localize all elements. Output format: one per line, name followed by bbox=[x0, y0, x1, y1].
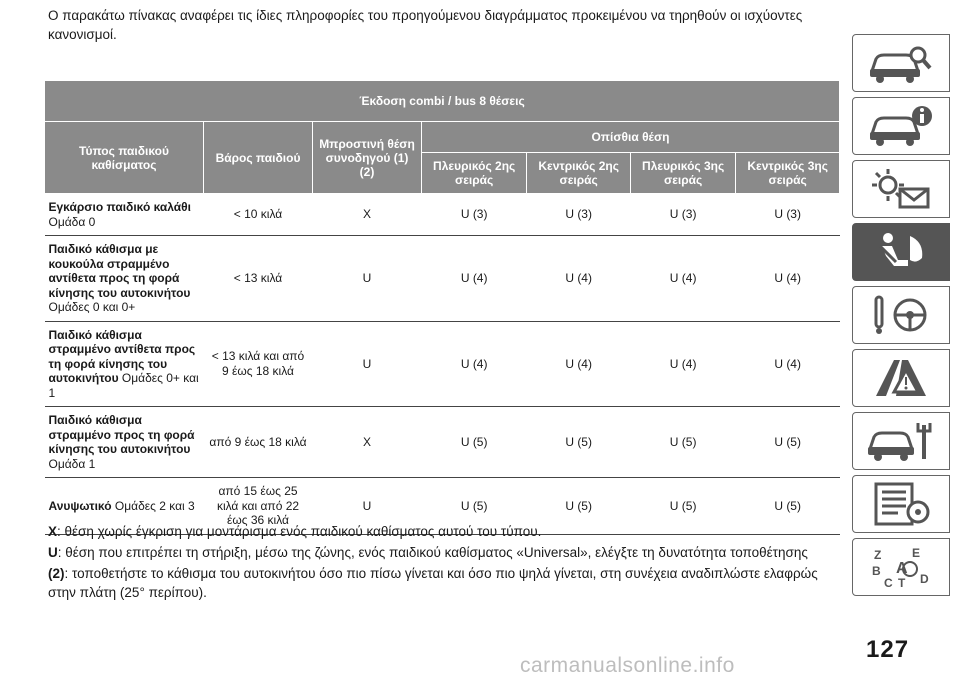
header-front-seat: Μπροστινή θέση συνοδηγού (1) (2) bbox=[312, 121, 422, 194]
specifications-icon bbox=[874, 482, 930, 526]
car-search-icon bbox=[869, 46, 932, 83]
row-rear-2: U (3) bbox=[526, 193, 631, 236]
row-rear-3: U (3) bbox=[630, 193, 736, 236]
table-row: Παιδικό κάθισμα στραμμένο αντίθετα προς … bbox=[44, 321, 840, 407]
row-rear-3: U (5) bbox=[630, 477, 736, 535]
alphabetical-index-icon: Z E B A C T D bbox=[872, 546, 929, 589]
seat-type-group: Ομάδες 0 και 0+ bbox=[48, 300, 136, 314]
row-weight: < 10 κιλά bbox=[203, 193, 313, 236]
index-letter: Z bbox=[874, 548, 881, 562]
row-rear-4: U (4) bbox=[735, 235, 840, 322]
table-row: Ανυψωτικό Ομάδες 2 και 3 από 15 έως 25 κ… bbox=[44, 477, 840, 535]
table-row: Παιδικό κάθισμα στραμμένο προς τη φορά κ… bbox=[44, 406, 840, 478]
header-child-weight: Βάρος παιδιού bbox=[203, 121, 313, 194]
footnote-text: : θέση χωρίς έγκριση για μοντάρισμα ενός… bbox=[57, 524, 542, 539]
seat-type-group: Ομάδα 1 bbox=[48, 456, 96, 471]
row-front: X bbox=[312, 193, 422, 236]
row-seat-type: Ανυψωτικό Ομάδες 2 και 3 bbox=[44, 477, 204, 535]
row-rear-1: U (4) bbox=[421, 321, 527, 407]
footnote-key: U bbox=[48, 545, 58, 560]
header-rear-seat: Οπίσθια θέση bbox=[421, 121, 840, 153]
index-letter: T bbox=[898, 576, 906, 589]
footnote-text: : τοποθετήστε το κάθισμα του αυτοκινήτου… bbox=[48, 566, 818, 600]
car-service-icon bbox=[867, 423, 932, 461]
row-rear-4: U (5) bbox=[735, 406, 840, 478]
row-front: X bbox=[312, 406, 422, 478]
header-seat-type: Τύπος παιδικού καθίσματος bbox=[44, 121, 204, 194]
header-rear-side-2nd-row: Πλευρικός 2ης σειράς bbox=[420, 152, 528, 194]
row-weight: < 13 κιλά και από 9 έως 18 κιλά bbox=[203, 321, 313, 407]
seat-type-name: Εγκάρσιο παιδικό καλάθι bbox=[48, 200, 192, 214]
row-rear-3: U (4) bbox=[630, 321, 736, 407]
index-letter: B bbox=[872, 564, 881, 578]
row-rear-1: U (3) bbox=[421, 193, 527, 236]
chapter-tab-technical-data[interactable] bbox=[852, 475, 950, 533]
row-front: U bbox=[312, 477, 422, 535]
steering-wheel-key-icon bbox=[874, 295, 927, 334]
row-rear-3: U (4) bbox=[630, 235, 736, 322]
row-front: U bbox=[312, 321, 422, 407]
chapter-sidebar: Z E B A C T D bbox=[852, 34, 950, 601]
seat-type-group: Ομάδες 2 και 3 bbox=[111, 498, 195, 513]
table-row: Παιδικό κάθισμα με κουκούλα στραμμένο αν… bbox=[44, 235, 840, 322]
footnote: (2): τοποθετήστε το κάθισμα του αυτοκινή… bbox=[48, 564, 838, 602]
header-rear-side-3rd-row: Πλευρικός 3ης σειράς bbox=[629, 152, 737, 194]
seat-type-group: Ομάδες 0+ και 1 bbox=[48, 371, 199, 400]
row-rear-1: U (4) bbox=[421, 235, 527, 322]
row-rear-4: U (4) bbox=[735, 321, 840, 407]
footnote: U: θέση που επιτρέπει τη στήριξη, μέσω τ… bbox=[48, 543, 838, 562]
page-number: 127 bbox=[866, 636, 910, 663]
row-seat-type: Παιδικό κάθισμα στραμμένο προς τη φορά κ… bbox=[44, 406, 204, 478]
row-rear-1: U (5) bbox=[421, 477, 527, 535]
chapter-tab-starting-driving[interactable] bbox=[852, 286, 950, 344]
footnote-text: : θέση που επιτρέπει τη στήριξη, μέσω τη… bbox=[57, 545, 808, 560]
header-rear-center-2nd-row: Κεντρικός 2ης σειράς bbox=[526, 152, 631, 194]
warning-lights-icon bbox=[872, 169, 930, 209]
footnotes: X: θέση χωρίς έγκριση για μοντάρισμα ενό… bbox=[48, 522, 838, 604]
chapter-tab-emergency[interactable] bbox=[852, 349, 950, 407]
row-rear-2: U (5) bbox=[526, 477, 631, 535]
footnote-key: X bbox=[48, 524, 58, 539]
seat-type-name: Παιδικό κάθισμα στραμμένο προς τη φορά κ… bbox=[48, 413, 195, 456]
chapter-tab-info[interactable] bbox=[852, 97, 950, 155]
table-title: Έκδοση combi / bus 8 θέσεις bbox=[44, 80, 840, 122]
row-weight: από 9 έως 18 κιλά bbox=[203, 406, 313, 478]
row-rear-2: U (5) bbox=[526, 406, 631, 478]
index-letter: E bbox=[912, 546, 920, 560]
seat-type-name: Παιδικό κάθισμα με κουκούλα στραμμένο αν… bbox=[48, 242, 191, 300]
road-warning-icon bbox=[876, 360, 926, 396]
child-seat-table: Έκδοση combi / bus 8 θέσεις Τύπος παιδικ… bbox=[44, 80, 840, 535]
seat-type-name: Παιδικό κάθισμα στραμμένο αντίθετα προς … bbox=[48, 327, 196, 386]
seat-type-name: Ανυψωτικό bbox=[48, 498, 112, 513]
table-row: Εγκάρσιο παιδικό καλάθι Ομάδα 0 < 10 κιλ… bbox=[44, 193, 840, 236]
row-rear-3: U (5) bbox=[630, 406, 736, 478]
chapter-tab-vehicle-knowledge[interactable] bbox=[852, 34, 950, 92]
row-rear-4: U (5) bbox=[735, 477, 840, 535]
index-letter: D bbox=[920, 572, 929, 586]
row-seat-type: Παιδικό κάθισμα με κουκούλα στραμμένο αν… bbox=[44, 235, 204, 322]
header-rear-center-3rd-row: Κεντρικός 3ης σειράς bbox=[735, 152, 840, 194]
row-rear-1: U (5) bbox=[421, 406, 527, 478]
row-weight: < 13 κιλά bbox=[203, 235, 313, 322]
row-rear-4: U (3) bbox=[735, 193, 840, 236]
seat-safety-icon bbox=[878, 233, 923, 266]
watermark: carmanualsonline.info bbox=[520, 654, 735, 677]
row-weight: από 15 έως 25 κιλά και από 22 έως 36 κιλ… bbox=[203, 477, 313, 535]
row-seat-type: Παιδικό κάθισμα στραμμένο αντίθετα προς … bbox=[44, 321, 204, 407]
row-front: U bbox=[312, 235, 422, 322]
row-seat-type: Εγκάρσιο παιδικό καλάθι Ομάδα 0 bbox=[44, 193, 204, 236]
row-rear-2: U (4) bbox=[526, 235, 631, 322]
chapter-tab-warning-lights[interactable] bbox=[852, 160, 950, 218]
footnote: X: θέση χωρίς έγκριση για μοντάρισμα ενό… bbox=[48, 522, 838, 541]
car-info-icon bbox=[869, 106, 932, 146]
chapter-tab-safety[interactable] bbox=[852, 223, 950, 281]
chapter-tab-index[interactable]: Z E B A C T D bbox=[852, 538, 950, 596]
index-letter: C bbox=[884, 576, 893, 589]
chapter-tab-maintenance[interactable] bbox=[852, 412, 950, 470]
row-rear-2: U (4) bbox=[526, 321, 631, 407]
intro-paragraph: Ο παρακάτω πίνακας αναφέρει τις ίδιες πλ… bbox=[48, 8, 803, 42]
seat-type-group: Ομάδα 0 bbox=[48, 214, 96, 229]
footnote-key: (2) bbox=[48, 566, 65, 581]
